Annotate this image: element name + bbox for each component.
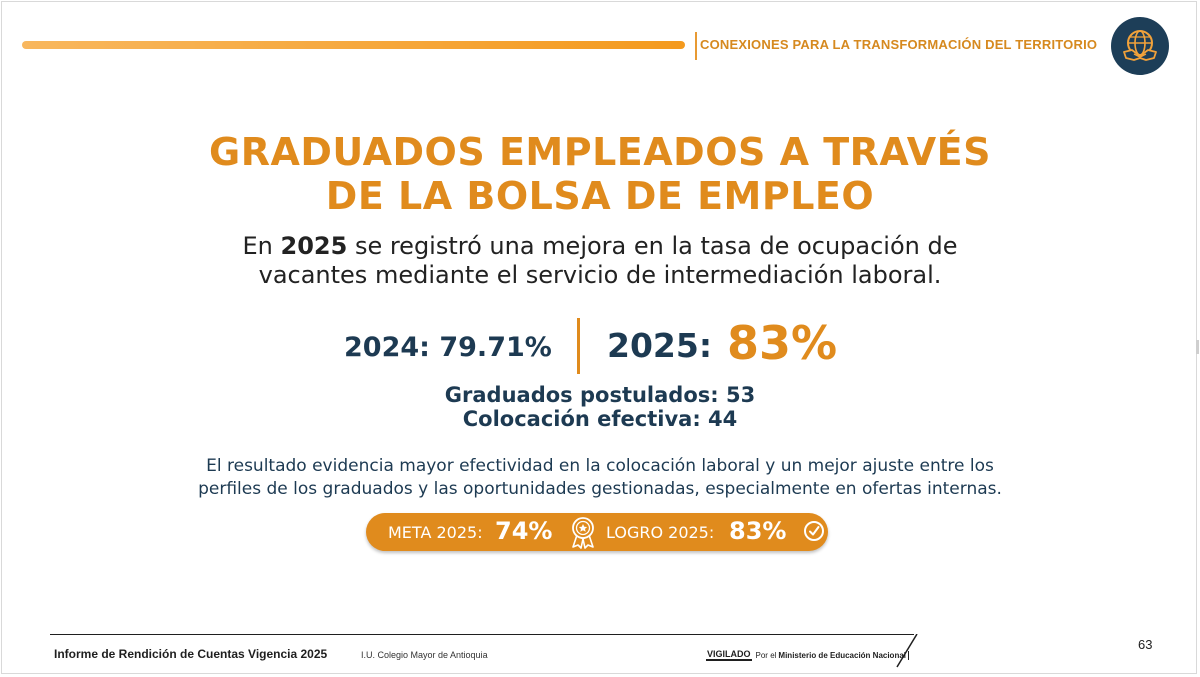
placement-counts: Graduados postulados: 53 Colocación efec… <box>300 383 900 431</box>
summary-line-2: perfiles de los graduados y las oportuni… <box>198 479 1002 499</box>
footer-slash-decoration <box>895 633 919 672</box>
check-circle-icon <box>804 521 824 541</box>
goal-achievement-pill: META 2025: 74% LOGRO 2025: 83% <box>366 513 828 551</box>
meta-label: META 2025: <box>388 523 483 542</box>
stats-divider <box>577 318 580 374</box>
title-line-1: GRADUADOS EMPLEADOS A TRAVÉS <box>209 130 991 174</box>
globe-handshake-icon <box>1111 17 1169 75</box>
colocacion-count: Colocación efectiva: 44 <box>462 407 738 431</box>
vigilado-por-el: Por el <box>755 650 777 660</box>
logro-value: 83% <box>729 517 787 545</box>
section-title: CONEXIONES PARA LA TRANSFORMACIÓN DEL TE… <box>700 37 1098 52</box>
intro-prefix: En <box>242 232 281 260</box>
vigilado-ministry: Ministerio de Educación Nacional <box>778 650 910 660</box>
footer-rule <box>50 634 914 635</box>
intro-line1-rest: se registró una mejora en la tasa de ocu… <box>347 232 958 260</box>
stat-2024-label: 2024: <box>344 332 430 363</box>
footer-report-title: Informe de Rendición de Cuentas Vigencia… <box>54 647 328 661</box>
stat-2025-label: 2025: <box>607 326 713 365</box>
intro-text: En 2025 se registró una mejora en la tas… <box>130 232 1070 290</box>
stats-comparison: 2024: 79.71% 2025: 83% <box>0 316 1200 374</box>
logro-label: LOGRO 2025: <box>606 523 715 542</box>
stat-2024: 2024: 79.71% <box>344 332 552 363</box>
header-divider <box>695 32 697 60</box>
header-accent-bar <box>22 41 685 49</box>
summary-line-1: El resultado evidencia mayor efectividad… <box>206 456 994 476</box>
stat-2025-value: 83% <box>727 316 838 370</box>
page-number: 63 <box>1138 637 1153 652</box>
intro-year: 2025 <box>280 232 348 260</box>
footer-institution: I.U. Colegio Mayor de Antioquia <box>361 650 488 660</box>
postulados-count: Graduados postulados: 53 <box>444 383 756 407</box>
vigilado-mark: VIGILADO Por el Ministerio de Educación … <box>706 649 910 661</box>
vigilado-label: VIGILADO <box>706 649 752 661</box>
scrollbar-marker <box>1196 340 1199 354</box>
summary-text: El resultado evidencia mayor efectividad… <box>150 455 1050 501</box>
title-line-2: DE LA BOLSA DE EMPLEO <box>325 174 875 218</box>
slide-title: GRADUADOS EMPLEADOS A TRAVÉS DE LA BOLSA… <box>150 130 1050 218</box>
stat-2024-value: 79.71% <box>439 332 552 363</box>
award-ribbon-icon <box>566 515 600 553</box>
meta-value: 74% <box>495 517 553 545</box>
intro-line-2: vacantes mediante el servicio de interme… <box>258 261 942 289</box>
